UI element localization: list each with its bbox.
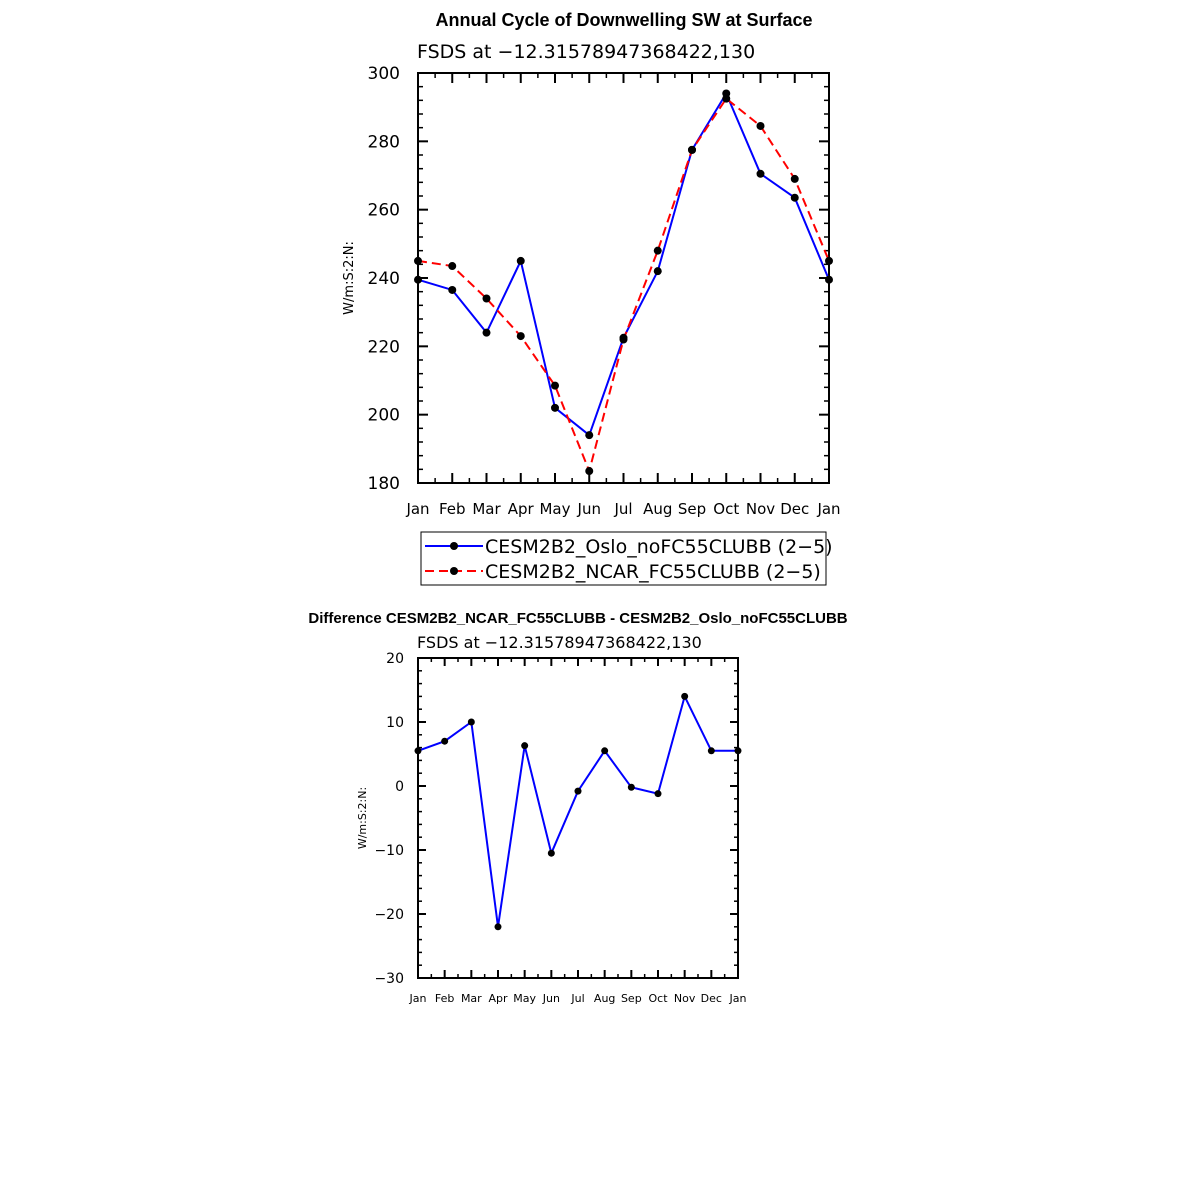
series-0-point: [414, 747, 422, 755]
plot-frame: [417, 72, 830, 484]
series-1-point: [482, 294, 491, 303]
x-tick-label: Jun: [542, 992, 560, 1005]
series-0-point: [521, 742, 529, 750]
diff-chart-subtitle: FSDS at −12.31578947368422,130: [417, 633, 702, 652]
legend-box: [420, 531, 827, 586]
series-1-point: [825, 256, 833, 265]
series-1-point: [551, 381, 559, 390]
x-tick-label: Dec: [701, 992, 722, 1005]
series-0-point: [494, 923, 502, 931]
series-0-point: [467, 718, 475, 726]
diff-y-axis-label: W/m:S:2:N:: [356, 787, 369, 849]
series-0-point: [825, 275, 833, 284]
y-tick-label: −20: [374, 907, 404, 923]
series-0-point: [653, 267, 662, 276]
series-1-point: [585, 467, 594, 476]
series-1-point: [448, 262, 457, 271]
x-tick-label: Sep: [678, 500, 706, 518]
legend-label-oslo: CESM2B2_Oslo_noFC55CLUBB (2−5): [485, 536, 833, 558]
series-0-point: [547, 849, 555, 857]
x-tick-label: Jan: [409, 992, 427, 1005]
legend: CESM2B2_Oslo_noFC55CLUBB (2−5) CESM2B2_N…: [420, 531, 833, 586]
y-tick-label: 280: [368, 132, 400, 152]
series-1-point: [756, 121, 765, 130]
chart-title: Annual Cycle of Downwelling SW at Surfac…: [435, 10, 812, 30]
series-line-0: [417, 91, 830, 437]
series-0-point: [734, 747, 742, 755]
y-tick-label: 10: [386, 715, 404, 731]
series-0-point: [482, 328, 491, 337]
series-0-point: [627, 783, 635, 791]
series-line-1: [417, 97, 830, 475]
x-tick-label: Jan: [729, 992, 747, 1005]
series-0-point: [790, 193, 799, 202]
y-tick-label: 260: [368, 201, 400, 221]
series-1-point: [414, 256, 422, 265]
annual-cycle-chart: Annual Cycle of Downwelling SW at Surfac…: [342, 10, 841, 586]
y-tick-label: 20: [386, 651, 404, 667]
y-tick-label: 0: [395, 779, 404, 795]
x-tick-label: Nov: [674, 992, 696, 1005]
x-tick-label: Sep: [621, 992, 642, 1005]
x-tick-label: Apr: [488, 992, 508, 1005]
y-tick-label: 200: [368, 406, 400, 426]
x-tick-label: Mar: [461, 992, 482, 1005]
x-tick-label: Jan: [816, 500, 840, 518]
x-tick-label: Aug: [594, 992, 615, 1005]
series-0-point: [601, 747, 609, 755]
series-0-point: [441, 737, 449, 745]
legend-marker-oslo: [450, 542, 458, 550]
diff-chart-title: Difference CESM2B2_NCAR_FC55CLUBB - CESM…: [308, 610, 847, 627]
series-0-point: [516, 256, 525, 265]
x-tick-label: Feb: [435, 992, 454, 1005]
y-tick-label: 240: [368, 269, 400, 289]
top-axes: Jan Feb Mar Apr May Jun Jul Aug Sep Oct Nov Dec Jan 1…: [368, 64, 841, 518]
series-0-point: [681, 692, 689, 700]
difference-chart: Difference CESM2B2_NCAR_FC55CLUBB - CESM…: [308, 610, 847, 1005]
legend-label-ncar: CESM2B2_NCAR_FC55CLUBB (2−5): [485, 561, 821, 583]
y-tick-label: −30: [374, 971, 404, 987]
series-0-point: [707, 747, 715, 755]
x-tick-label: Jul: [613, 500, 632, 518]
x-tick-label: Jul: [570, 992, 584, 1005]
x-tick-label: Aug: [643, 500, 672, 518]
x-tick-label: Apr: [508, 500, 535, 518]
series-1-point: [619, 335, 628, 344]
series-0-point: [654, 790, 662, 798]
y-tick-label: 180: [368, 474, 400, 494]
y-tick-label: 220: [368, 337, 400, 357]
x-tick-label: Jan: [405, 500, 429, 518]
diff-axes: Jan Feb Mar Apr May Jun Jul Aug Sep Oct Nov Dec Jan−…: [374, 651, 746, 1005]
series-0-point: [414, 275, 422, 284]
series-1-point: [790, 174, 799, 183]
x-tick-label: Nov: [746, 500, 775, 518]
x-tick-label: Oct: [648, 992, 668, 1005]
y-tick-label: 300: [368, 64, 400, 84]
series-1-point: [516, 332, 525, 341]
x-tick-label: Feb: [439, 500, 466, 518]
x-tick-label: May: [513, 992, 536, 1005]
chart-subtitle: FSDS at −12.31578947368422,130: [417, 41, 755, 63]
series-0-point: [448, 285, 457, 294]
y-tick-label: −10: [374, 843, 404, 859]
x-tick-label: Dec: [780, 500, 809, 518]
series-0-point: [756, 169, 765, 178]
series-0-point: [551, 403, 559, 412]
series-1-point: [722, 94, 731, 103]
legend-marker-ncar: [450, 567, 458, 575]
series-0-point: [574, 787, 582, 795]
x-tick-label: Jun: [577, 500, 601, 518]
top-plot-area: [414, 89, 833, 476]
x-tick-label: Mar: [472, 500, 501, 518]
series-line-0: [417, 693, 738, 927]
x-tick-label: May: [539, 500, 570, 518]
x-tick-label: Oct: [713, 500, 739, 518]
series-0-point: [585, 431, 594, 440]
series-1-point: [688, 145, 696, 154]
diff-plot-area: [414, 692, 742, 931]
y-axis-label: W/m:S:2:N:: [342, 241, 357, 315]
series-1-point: [653, 246, 662, 255]
